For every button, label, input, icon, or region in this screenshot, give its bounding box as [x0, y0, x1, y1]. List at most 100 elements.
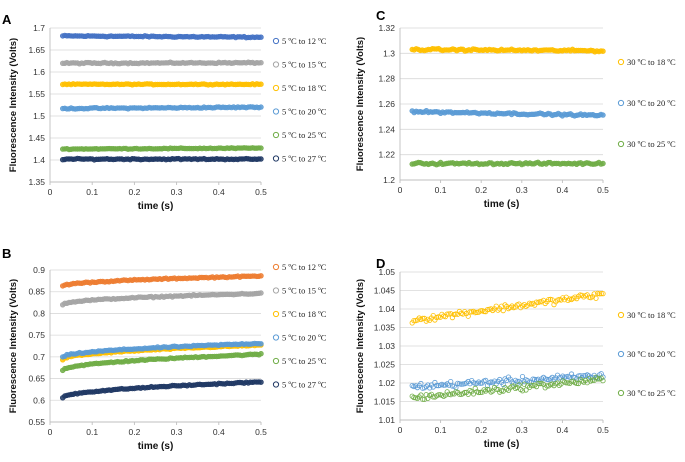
legend-entry: 5 ºC to 18 ºC [282, 83, 327, 93]
x-tick-label: 0.3 [171, 187, 183, 197]
y-tick-label: 1.3 [383, 48, 395, 58]
data-point [484, 382, 491, 389]
data-point [258, 59, 264, 66]
x-tick-label: 0.2 [475, 185, 487, 195]
y-tick-label: 1.02 [378, 378, 395, 388]
legend-marker [272, 84, 280, 92]
data-point [427, 385, 433, 391]
data-point [258, 273, 264, 279]
data-point [477, 389, 484, 395]
data-point [258, 290, 264, 296]
data-point [516, 382, 522, 388]
legend-marker [272, 263, 280, 271]
data-point [418, 392, 424, 398]
series-3 [59, 81, 264, 88]
legend-marker [272, 37, 280, 45]
chart-panel-c: C 1.2 1.22 1.24 1.26 1.28 1.3 1.32 0 0.1 0.2 0.3 0.4… [355, 8, 676, 210]
y-tick-label: 0.65 [28, 374, 45, 384]
data-point [519, 388, 526, 394]
legend-entry: 30 ºC to 25 ºC [627, 388, 676, 398]
legend-marker [272, 108, 280, 115]
legend-entry: 5 ºC to 15 ºC [282, 60, 327, 70]
chart-panel-d: D 1.01 1.015 1.02 1.025 1.03 1.035 1.04 1.045 1.0… [355, 256, 676, 450]
chart-panel-b: B 0.55 0.6 0.65 0.7 0.75 0.8 0.85 0.9 0 0.1 0.2 0.3 0… [2, 246, 327, 452]
legend-marker [272, 287, 280, 294]
y-tick-label: 0.75 [28, 330, 45, 340]
y-tick-label: 1.6 [33, 67, 45, 77]
legend-marker [617, 389, 625, 397]
x-tick-label: 0.1 [435, 185, 447, 195]
data-point [444, 311, 450, 317]
x-axis-title: time (s) [138, 441, 174, 452]
data-point [600, 378, 606, 384]
y-tick-label: 1.01 [378, 415, 395, 425]
data-point [600, 160, 606, 167]
y-tick-label: 1.65 [28, 45, 45, 55]
data-point [430, 394, 436, 400]
data-point [591, 291, 597, 297]
legend-marker [272, 381, 280, 388]
series-5 [59, 145, 264, 153]
legend-marker [272, 155, 280, 162]
y-tick-label: 1.32 [378, 23, 395, 33]
legend-entry: 5 ºC to 20 ºC [282, 333, 327, 343]
x-tick-label: 0.2 [475, 425, 487, 435]
data-point [502, 384, 508, 391]
data-point [572, 294, 578, 300]
data-point [258, 145, 264, 151]
panel-label: A [2, 12, 12, 27]
y-axis-title: Fluorescence Intensity (Volts) [355, 279, 366, 413]
data-point [600, 112, 606, 118]
x-tick-label: 0.3 [516, 185, 528, 195]
legend-marker [617, 140, 625, 148]
legend-marker [272, 334, 280, 341]
series-4 [59, 104, 264, 112]
x-tick-label: 0.1 [86, 427, 98, 437]
legend-marker [617, 311, 625, 319]
data-point [488, 306, 494, 312]
y-tick-label: 1.35 [28, 177, 45, 187]
x-tick-label: 0.1 [86, 187, 98, 197]
data-point [448, 378, 454, 385]
legend-marker [272, 61, 280, 68]
data-point [551, 301, 557, 308]
y-tick-label: 0.7 [33, 352, 45, 362]
data-point [258, 379, 264, 385]
data-point [455, 311, 461, 317]
panel-label: C [376, 8, 386, 23]
data-point [589, 377, 596, 383]
x-tick-label: 0.4 [213, 427, 225, 437]
legend-marker [272, 357, 280, 365]
data-point [258, 156, 264, 162]
series-2 [59, 59, 264, 67]
legend-entry: 30 ºC to 18 ºC [627, 57, 676, 67]
data-point [458, 381, 464, 387]
data-point [600, 48, 606, 54]
data-point [456, 391, 462, 397]
data-point [420, 315, 426, 321]
panel-label: B [2, 246, 11, 261]
data-point [544, 383, 550, 389]
panel-label: D [376, 256, 385, 271]
y-tick-label: 0.85 [28, 287, 45, 297]
data-point [554, 372, 561, 378]
y-tick-label: 1.04 [378, 304, 395, 314]
y-tick-label: 1.22 [378, 150, 395, 160]
x-tick-label: 0.4 [556, 425, 568, 435]
legend-entry: 30 ºC to 20 ºC [627, 98, 676, 108]
y-tick-label: 1.03 [378, 341, 395, 351]
series-3 [409, 374, 606, 402]
data-point [472, 310, 478, 316]
series-2 [59, 290, 264, 308]
y-tick-label: 1.2 [383, 175, 395, 185]
x-tick-label: 0.1 [435, 425, 447, 435]
legend-marker [617, 99, 625, 107]
data-point [574, 380, 580, 386]
data-point [467, 309, 473, 315]
legend-marker [617, 350, 625, 358]
data-point [446, 311, 452, 317]
data-point [258, 104, 264, 110]
series-1 [409, 290, 606, 326]
x-axis-title: time (s) [138, 201, 174, 212]
data-point [258, 34, 264, 40]
